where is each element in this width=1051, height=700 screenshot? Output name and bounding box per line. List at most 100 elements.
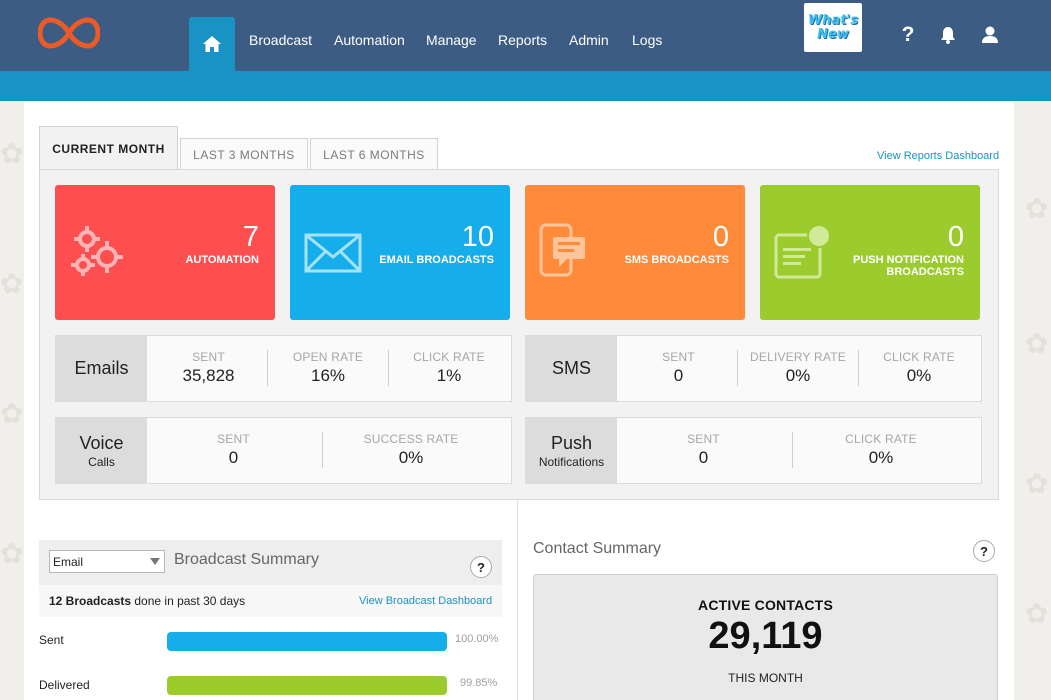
- push-notification-icon: [774, 224, 831, 279]
- automation-card[interactable]: 7 AUTOMATION: [55, 185, 275, 320]
- nav-reports[interactable]: Reports: [498, 32, 548, 48]
- divider: [858, 350, 859, 386]
- push-click-rate: CLICK RATE 0%: [826, 432, 936, 468]
- gear-decoration-icon: ✿: [0, 398, 24, 429]
- contact-summary-title: Contact Summary: [533, 540, 662, 557]
- emails-open-rate: OPEN RATE 16%: [278, 350, 378, 386]
- divider: [322, 432, 323, 468]
- channel-select[interactable]: Email: [49, 550, 165, 573]
- contact-summary-help-icon[interactable]: ?: [973, 540, 995, 562]
- emails-open-rate-label: OPEN RATE: [292, 350, 364, 364]
- broadcast-summary-help-icon[interactable]: ?: [470, 556, 492, 578]
- column-divider: [517, 500, 518, 700]
- home-tab[interactable]: [189, 17, 235, 71]
- push-sent: SENT 0: [656, 432, 751, 468]
- sms-sent: SENT 0: [631, 350, 726, 386]
- push-notification-label: PUSH NOTIFICATION BROADCASTS: [853, 254, 964, 278]
- push-sent-value: 0: [698, 448, 709, 467]
- tab-last-3-months[interactable]: LAST 3 MONTHS: [180, 138, 308, 170]
- view-reports-dashboard-link[interactable]: View Reports Dashboard: [877, 150, 1000, 162]
- sms-sent-label: SENT: [662, 350, 695, 364]
- voice-success-rate-label: SUCCESS RATE: [363, 432, 459, 446]
- divider: [737, 350, 738, 386]
- voice-sent: SENT 0: [186, 432, 281, 468]
- bar-label-sent: Sent: [39, 633, 64, 647]
- user-icon[interactable]: [979, 24, 1001, 46]
- emails-stats-header: Emails: [56, 336, 147, 401]
- nav-admin[interactable]: Admin: [569, 32, 609, 48]
- active-contacts-label: ACTIVE CONTACTS: [698, 597, 833, 613]
- voice-success-rate: SUCCESS RATE 0%: [356, 432, 466, 468]
- nav-broadcast[interactable]: Broadcast: [249, 32, 313, 48]
- gear-decoration-icon: ✿: [1025, 193, 1049, 224]
- voice-success-rate-value: 0%: [398, 448, 424, 467]
- chevron-down-icon: [150, 558, 160, 565]
- sub-navbar: [0, 71, 1051, 101]
- sms-click-rate-value: 0%: [906, 366, 932, 385]
- voice-sent-label: SENT: [217, 432, 250, 446]
- help-icon[interactable]: ?: [901, 23, 915, 46]
- sent-progress-bar: [167, 632, 447, 651]
- sms-click-rate: CLICK RATE 0%: [869, 350, 969, 386]
- nav-logs[interactable]: Logs: [632, 32, 663, 48]
- divider: [792, 432, 793, 468]
- view-broadcast-dashboard-link[interactable]: View Broadcast Dashboard: [359, 595, 493, 607]
- push-title: Push: [550, 432, 593, 453]
- voice-stats: Voice Calls SENT 0 SUCCESS RATE 0%: [55, 417, 512, 484]
- push-notification-broadcasts-card[interactable]: 0 PUSH NOTIFICATION BROADCASTS: [760, 185, 980, 320]
- sms-delivery-rate-label: DELIVERY RATE: [750, 350, 846, 364]
- bell-icon[interactable]: [937, 24, 959, 46]
- top-navbar: Broadcast Automation Manage Reports Admi…: [0, 0, 1051, 71]
- whats-new-label: New: [817, 26, 849, 42]
- broadcast-summary-title: Broadcast Summary: [174, 551, 319, 568]
- voice-subtitle: Calls: [88, 454, 115, 469]
- gear-decoration-icon: ✿: [1025, 598, 1049, 629]
- emails-click-rate-value: 1%: [436, 366, 462, 385]
- broadcast-summary-info: 12 Broadcasts done in past 30 days View …: [39, 585, 502, 617]
- delivered-percentage: 99.85%: [460, 677, 498, 689]
- automation-label: AUTOMATION: [185, 254, 259, 266]
- gears-icon: [71, 226, 123, 276]
- broadcast-count-suffix: done in past 30 days: [131, 594, 246, 608]
- logo[interactable]: [38, 16, 100, 50]
- active-contacts-box: ACTIVE CONTACTS 29,119 THIS MONTH: [533, 574, 998, 700]
- phone-message-icon: [539, 223, 585, 277]
- nav-automation[interactable]: Automation: [334, 32, 405, 48]
- push-notification-label-line1: PUSH NOTIFICATION: [852, 254, 964, 266]
- push-sent-label: SENT: [687, 432, 720, 446]
- sent-percentage: 100.00%: [455, 633, 499, 645]
- nav-manage[interactable]: Manage: [426, 32, 477, 48]
- broadcast-count: 12 Broadcasts: [49, 594, 132, 608]
- tab-last-6-months[interactable]: LAST 6 MONTHS: [310, 138, 438, 170]
- gear-decoration-icon: ✿: [0, 538, 24, 569]
- gear-decoration-icon: ✿: [0, 138, 24, 169]
- sms-delivery-rate: DELIVERY RATE 0%: [744, 350, 852, 386]
- sms-broadcasts-card[interactable]: 0 SMS BROADCASTS: [525, 185, 745, 320]
- broadcast-count-text: 12 Broadcasts done in past 30 days: [49, 594, 245, 608]
- push-stats-header: Push Notifications: [526, 418, 617, 483]
- voice-stats-header: Voice Calls: [56, 418, 147, 483]
- sms-title: SMS: [551, 358, 591, 378]
- whats-new-button[interactable]: What's New: [804, 3, 862, 52]
- tab-current-month[interactable]: CURRENT MONTH: [39, 126, 178, 171]
- push-click-rate-label: CLICK RATE: [845, 432, 917, 446]
- sms-stats: SMS SENT 0 DELIVERY RATE 0% CLICK RATE 0…: [525, 335, 982, 402]
- sms-broadcasts-count: 0: [712, 221, 729, 253]
- voice-sent-value: 0: [228, 448, 239, 467]
- dashboard-content: CURRENT MONTH LAST 3 MONTHS LAST 6 MONTH…: [24, 101, 1014, 700]
- emails-click-rate: CLICK RATE 1%: [399, 350, 499, 386]
- divider: [267, 350, 268, 386]
- gear-decoration-icon: ✿: [1025, 468, 1049, 499]
- active-contacts-value: 29,119: [708, 615, 823, 657]
- emails-title: Emails: [74, 358, 129, 378]
- sms-sent-value: 0: [673, 366, 684, 385]
- push-click-rate-value: 0%: [868, 448, 894, 467]
- push-stats: Push Notifications SENT 0 CLICK RATE 0%: [525, 417, 982, 484]
- bar-label-delivered: Delivered: [39, 678, 90, 692]
- sms-broadcasts-label: SMS BROADCASTS: [624, 254, 729, 266]
- sms-click-rate-label: CLICK RATE: [883, 350, 955, 364]
- emails-sent-label: SENT: [192, 350, 225, 364]
- email-broadcasts-card[interactable]: 10 EMAIL BROADCASTS: [290, 185, 510, 320]
- delivered-progress-bar: [167, 676, 447, 695]
- broadcast-summary-header: Email Broadcast Summary ?: [39, 540, 502, 585]
